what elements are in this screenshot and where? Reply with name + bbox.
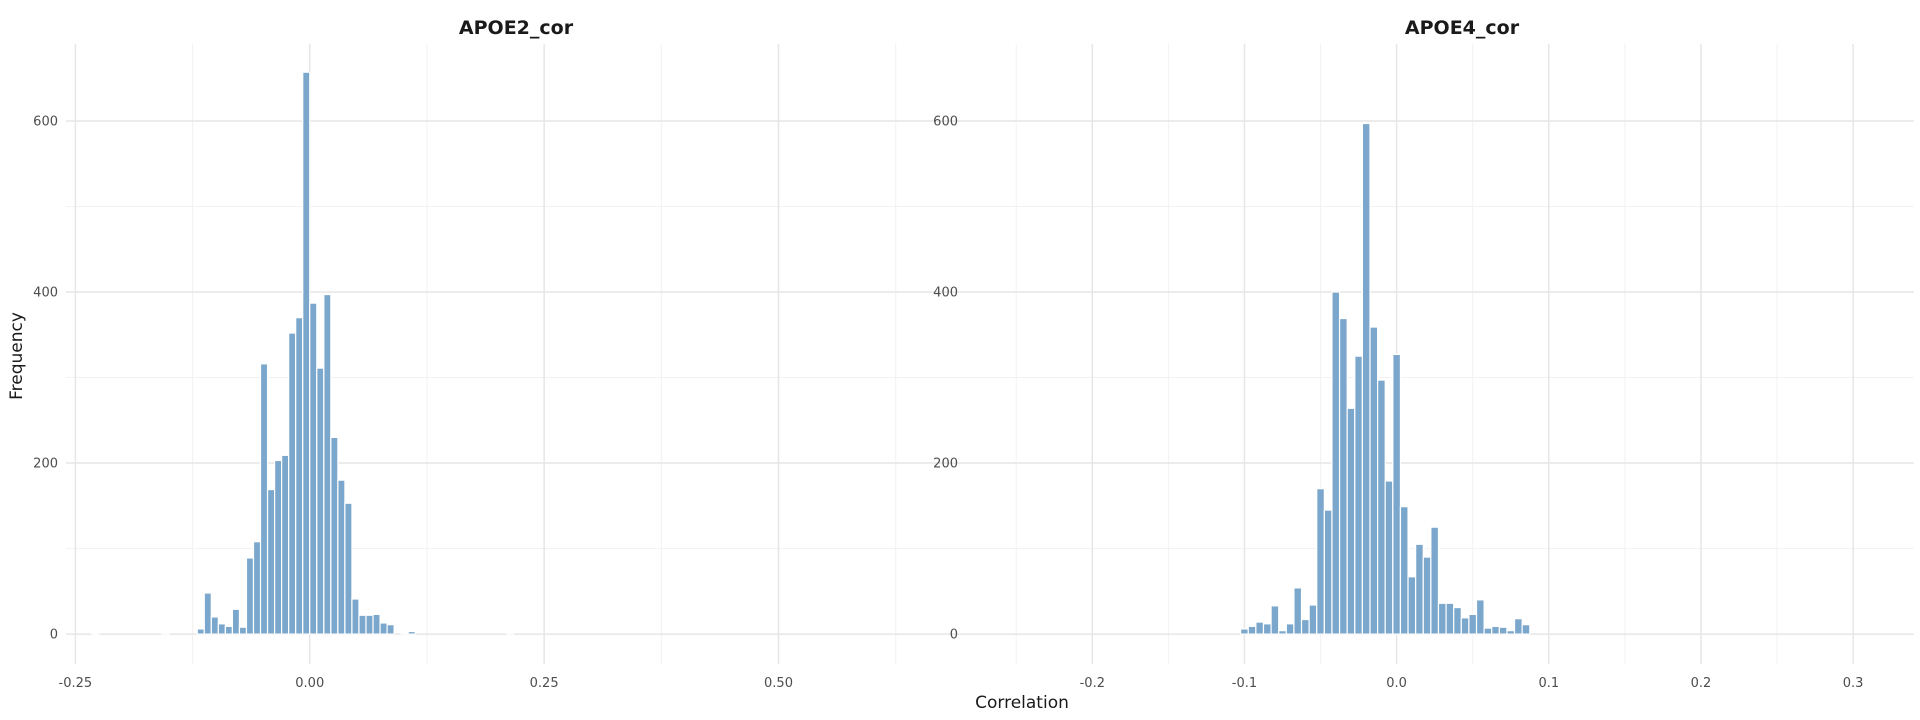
apoe4-bar-4 [1270,605,1280,635]
apoe2-x-tick-label-2: 0.25 [530,676,559,691]
apoe4-bar-15 [1354,355,1363,635]
apoe4-bar-5 [1278,630,1287,635]
apoe2-bar-9 [245,557,255,635]
apoe4-bar-28 [1453,606,1462,635]
apoe2-bar-31 [407,630,416,635]
apoe4-bar-13 [1338,317,1348,635]
apoe2-bar-25 [358,614,367,635]
apoe4-bar-34 [1498,626,1508,635]
apoe4-bar-6 [1285,623,1295,635]
apoe4-bar-7 [1293,587,1303,635]
apoe4-bar-26 [1437,602,1447,635]
apoe2-bar-20 [323,293,332,635]
apoe4-bar-9 [1308,604,1318,635]
apoe2-bar-3 [203,592,212,635]
apoe4-bar-18 [1377,379,1386,635]
apoe4-bar-22 [1407,576,1417,635]
apoe2-bar-11 [259,363,269,635]
apoe2-bar-19 [316,367,325,635]
apoe2-y-tick-label-3: 600 [33,114,58,129]
apoe4-y-tick-label-0: 0 [950,628,958,643]
apoe4-y-tick-label-2: 400 [933,286,958,301]
apoe4-x-tick-label-4: 0.2 [1691,676,1712,691]
panel-apoe2: -0.25 0.00 0.25 0.50 0 200 400 600 APOE2_cor [33,17,966,691]
apoe2-bar-15 [288,332,297,635]
apoe4-y-tick-label-3: 600 [933,114,958,129]
apoe4-bar-3 [1262,623,1272,635]
apoe4-bar-1 [1247,625,1257,635]
apoe2-bar-17 [302,71,311,635]
apoe2-bar-12 [266,488,276,635]
panel-title-apoe4: APOE4_cor [1405,17,1520,39]
y-axis-title: Frequency [7,312,27,400]
apoe4-y-tick-label-1: 200 [933,457,958,472]
apoe4-bar-17 [1369,326,1379,635]
apoe4-bar-21 [1399,506,1409,635]
apoe4-bar-11 [1323,509,1333,635]
x-axis-title: Correlation [975,693,1069,713]
apoe2-bar-30 [400,632,409,635]
apoe4-bar-20 [1392,353,1402,635]
apoe2-bar-5 [217,623,226,635]
apoe2-bar-32 [506,632,515,635]
apoe4-bar-24 [1422,556,1432,635]
apoe2-bar-8 [238,626,248,635]
apoe4-bar-29 [1460,617,1470,635]
apoe4-bar-16 [1361,122,1371,635]
apoe4-bar-37 [1521,624,1531,635]
apoe4-x-tick-label-3: 0.1 [1538,676,1559,691]
apoe2-bar-23 [344,502,353,635]
apoe2-y-tick-label-2: 400 [33,286,58,301]
apoe4-bar-33 [1491,625,1500,635]
apoe4-bar-25 [1430,526,1440,635]
apoe2-x-tick-label-1: 0.00 [295,676,324,691]
apoe2-bar-14 [281,454,290,635]
apoe2-bar-28 [379,622,388,635]
apoe4-bar-27 [1445,602,1455,635]
apoe2-bar-0 [91,632,100,635]
apoe4-bar-32 [1483,627,1493,635]
apoe2-bar-26 [365,614,374,635]
apoe4-bar-12 [1331,291,1341,635]
apoe2-bar-22 [337,479,346,635]
apoe2-bar-27 [372,613,381,635]
apoe4-x-tick-label-0: -0.2 [1080,676,1105,691]
apoe4-bar-35 [1506,630,1516,635]
apoe4-bar-31 [1475,599,1485,635]
apoe2-y-tick-label-1: 200 [33,457,58,472]
apoe2-bar-18 [309,302,318,635]
apoe4-x-tick-label-2: 0.0 [1386,676,1407,691]
apoe4-bar-14 [1346,407,1356,635]
apoe4-bar-8 [1300,618,1310,635]
apoe4-x-tick-label-1: -0.1 [1232,676,1257,691]
apoe2-bar-4 [210,616,219,635]
apoe2-bar-16 [295,317,304,635]
apoe4-bar-0 [1240,628,1249,635]
apoe2-bar-13 [273,459,283,635]
apoe4-bar-19 [1384,480,1394,635]
apoe2-bar-21 [330,436,339,635]
apoe2-x-tick-label-3: 0.50 [764,676,793,691]
apoe2-bar-24 [351,598,360,635]
apoe4-bar-36 [1513,618,1523,635]
apoe2-bar-29 [386,624,395,635]
apoe4-bar-23 [1415,543,1424,635]
apoe2-bar-6 [224,625,234,635]
apoe4-bar-10 [1316,488,1325,635]
apoe4-bar-2 [1255,621,1265,635]
apoe4-x-tick-label-5: 0.3 [1843,676,1864,691]
panel-title-apoe2: APOE2_cor [459,17,574,39]
apoe2-x-tick-label-0: -0.25 [59,676,93,691]
apoe2-bar-7 [231,608,241,635]
apoe2-bar-1 [161,632,170,635]
apoe2-bar-2 [196,628,205,635]
apoe2-y-tick-label-0: 0 [50,628,58,643]
panel-apoe4: -0.2 -0.1 0.0 0.1 0.2 0.3 0 200 400 600 APOE4_cor [933,17,1914,691]
apoe4-bar-30 [1468,613,1478,635]
apoe2-bar-10 [252,541,262,635]
